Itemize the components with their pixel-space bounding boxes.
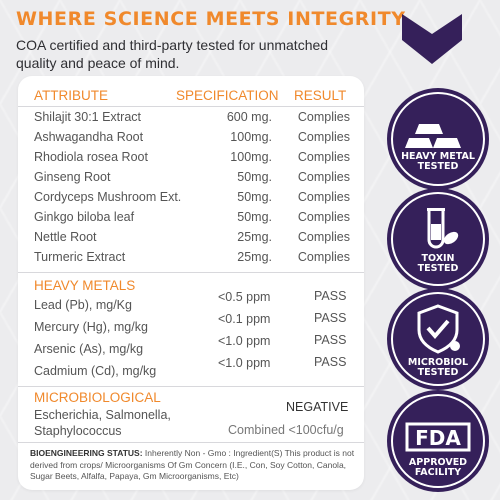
ingredient-result: Complies — [297, 230, 350, 244]
table-row: Ginkgo biloba leaf 50mg. Complies — [18, 210, 364, 230]
heavy-metals-section-header: HEAVY METALS — [18, 278, 364, 298]
ingredient-name: Rhodiola rosea Root — [34, 150, 148, 164]
ingredient-name: Turmeric Extract — [34, 250, 126, 264]
test-tube-leaf-icon — [387, 188, 489, 290]
metal-value: <1.0 ppm — [218, 356, 271, 370]
ingredient-name: Cordyceps Mushroom Ext. — [34, 190, 182, 204]
table-row: Staphylococcus Combined <100cfu/g — [18, 423, 364, 444]
bioengineering-status: BIOENGINEERING STATUS: Inherently Non - … — [30, 448, 356, 483]
ingredient-result: Complies — [297, 170, 350, 184]
ingredient-spec: 25mg. — [237, 250, 272, 264]
page-title: WHERE SCIENCE MEETS INTEGRITY — [16, 8, 406, 30]
microbiol-tested-badge: MICROBIOL TESTED — [385, 286, 491, 392]
table-row: Cadmium (Cd), mg/kg <1.0 ppm PASS — [18, 355, 364, 384]
result-header: RESULT — [294, 88, 347, 103]
toxin-tested-badge: TOXIN TESTED — [385, 186, 491, 292]
ingredient-name: Shilajit 30:1 Extract — [34, 110, 141, 124]
ingredient-result: Complies — [297, 250, 350, 264]
svg-text:FDA: FDA — [415, 426, 461, 450]
badge-line1: TOXIN — [421, 253, 455, 264]
ingredient-spec: 50mg. — [237, 190, 272, 204]
microbe-result: NEGATIVE — [286, 400, 349, 414]
heavy-metal-tested-badge: HEAVY METAL TESTED — [385, 86, 491, 192]
ingredient-spec: 600 mg. — [226, 110, 272, 124]
ingredient-name: Ginkgo biloba leaf — [34, 210, 135, 224]
approved-facility-badge: FDA APPROVED FACILITY — [385, 388, 491, 494]
metal-name: Arsenic (As), mg/kg — [34, 342, 144, 356]
ingredient-spec: 50mg. — [237, 210, 272, 224]
divider — [18, 272, 364, 273]
shield-check-icon — [387, 288, 489, 390]
chevron-down-icon — [402, 14, 462, 64]
metal-name: Cadmium (Cd), mg/kg — [34, 364, 157, 378]
ingredient-spec: 25mg. — [237, 230, 272, 244]
metal-name: Mercury (Hg), mg/kg — [34, 320, 148, 334]
ingredient-name: Ginseng Root — [34, 170, 111, 184]
badge-line2: TESTED — [417, 367, 459, 378]
badge-line2: TESTED — [417, 263, 459, 274]
table-row: Mercury (Hg), mg/kg <0.1 ppm PASS — [18, 311, 364, 340]
table-row: Ginseng Root 50mg. Complies — [18, 170, 364, 190]
coa-table-card: ATTRIBUTE SPECIFICATION RESULT Shilajit … — [18, 76, 364, 490]
table-row: Lead (Pb), mg/Kg <0.5 ppm PASS — [18, 289, 364, 318]
microbiological-section-header: MICROBIOLOGICAL — [18, 390, 364, 410]
table-row: Rhodiola rosea Root 100mg. Complies — [18, 150, 364, 170]
table-row: Arsenic (As), mg/kg <1.0 ppm PASS — [18, 333, 364, 362]
metal-value: <0.5 ppm — [218, 290, 271, 304]
ingredient-spec: 100mg. — [230, 150, 272, 164]
ingredient-result: Complies — [297, 150, 350, 164]
microbe-list-cont: Staphylococcus — [34, 424, 122, 438]
table-row: Cordyceps Mushroom Ext. 50mg. Complies — [18, 190, 364, 210]
metal-name: Lead (Pb), mg/Kg — [34, 298, 132, 312]
microbiological-title: MICROBIOLOGICAL — [34, 390, 161, 405]
metal-value: <0.1 ppm — [218, 312, 271, 326]
metal-result: PASS — [314, 289, 347, 303]
divider — [18, 106, 364, 107]
badge-line2: FACILITY — [414, 467, 462, 478]
microbe-list: Escherichia, Salmonella, — [34, 408, 171, 422]
divider — [18, 386, 364, 387]
table-row: Ashwagandha Root 100mg. Complies — [18, 130, 364, 150]
ingredient-spec: 100mg. — [230, 130, 272, 144]
ingredient-name: Ashwagandha Root — [34, 130, 144, 144]
table-row: Nettle Root 25mg. Complies — [18, 230, 364, 250]
bioengineering-text: Inherently Non - Gmo : Ingredient(S) Thi… — [30, 448, 355, 481]
bioengineering-label: BIOENGINEERING STATUS: — [30, 448, 143, 458]
attribute-header: ATTRIBUTE — [34, 88, 108, 103]
badge-line1: APPROVED — [408, 457, 468, 468]
ingredient-result: Complies — [297, 190, 350, 204]
page-subtitle: COA certified and third-party tested for… — [16, 37, 329, 71]
table-row: Shilajit 30:1 Extract 600 mg. Complies — [18, 110, 364, 130]
ingredient-spec: 50mg. — [237, 170, 272, 184]
metal-result: PASS — [314, 355, 347, 369]
ingredient-result: Complies — [297, 110, 350, 124]
table-row: Turmeric Extract 25mg. Complies — [18, 250, 364, 270]
metal-result: PASS — [314, 311, 347, 325]
divider — [18, 442, 364, 443]
table-row: Escherichia, Salmonella, NEGATIVE — [18, 400, 364, 428]
gold-bars-icon — [387, 88, 489, 190]
badge-line2: TESTED — [417, 161, 459, 172]
badge-line1: MICROBIOL — [407, 357, 469, 368]
heavy-metals-title: HEAVY METALS — [34, 278, 136, 293]
specification-header: SPECIFICATION — [176, 88, 279, 103]
fda-icon: FDA — [387, 390, 489, 492]
metal-value: <1.0 ppm — [218, 334, 271, 348]
ingredient-result: Complies — [297, 130, 350, 144]
metal-result: PASS — [314, 333, 347, 347]
badge-line1: HEAVY METAL — [401, 151, 475, 162]
microbe-combined: Combined <100cfu/g — [228, 423, 344, 437]
ingredient-name: Nettle Root — [34, 230, 97, 244]
table-header-row: ATTRIBUTE SPECIFICATION RESULT — [18, 88, 364, 108]
ingredient-result: Complies — [297, 210, 350, 224]
